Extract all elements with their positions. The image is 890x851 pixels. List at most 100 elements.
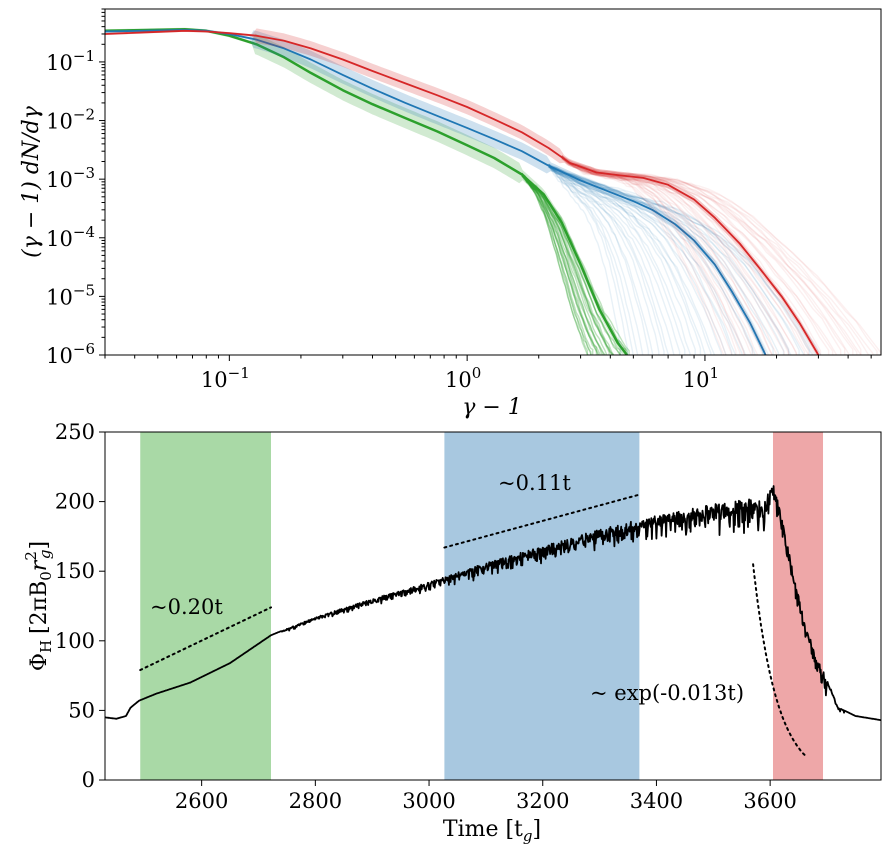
y-tick-label: 250 xyxy=(55,420,95,444)
flux-y-label-sup: 2 xyxy=(22,551,40,561)
flux-x-label-text: Time [t xyxy=(443,817,523,842)
series-3-mean-line xyxy=(105,29,820,355)
fit-label-red: ~ exp(-0.013t) xyxy=(590,681,744,705)
flux-x-label: Time [tg] xyxy=(443,817,541,845)
series-1-fan-2 xyxy=(521,175,589,355)
flux-plot-area xyxy=(105,432,881,780)
series-2-fan-9 xyxy=(548,165,665,355)
fit-line-red xyxy=(752,563,807,757)
spectrum-y-label-group: (γ − 1) dN/dγ xyxy=(19,105,44,258)
fit-label-green: ~0.20t xyxy=(150,595,223,619)
series-2-group xyxy=(105,28,822,355)
x-tick-label: 2800 xyxy=(289,789,342,813)
spectrum-y-label: (γ − 1) dN/dγ xyxy=(19,105,44,258)
series-1-fan-11 xyxy=(521,172,607,355)
y-tick-exponent: −2 xyxy=(73,106,95,124)
flux-y-label-close: ] xyxy=(27,541,52,550)
flux-axes-frame xyxy=(104,431,882,781)
series-2-fan-17 xyxy=(548,166,707,355)
series-3-fan-35 xyxy=(561,157,862,355)
series-2-fan-33 xyxy=(548,164,790,355)
series-3-fan-39 xyxy=(561,155,878,355)
x-tick-label: 3000 xyxy=(402,789,455,813)
series-1-fan-17 xyxy=(521,175,615,355)
series-2-fan-32 xyxy=(548,164,785,355)
series-3-fan-32 xyxy=(561,155,850,355)
y-tick-label: 100 xyxy=(55,629,95,653)
y-tick-base: 10 xyxy=(46,344,73,368)
series-1-fan-7 xyxy=(521,174,599,355)
series-1-fan-18 xyxy=(521,173,615,355)
series-3-fan-12 xyxy=(561,155,768,355)
x-tick-label: 101 xyxy=(683,364,719,392)
y-tick-label: 10−3 xyxy=(46,164,95,192)
x-tick-exponent: −1 xyxy=(228,364,250,382)
series-2-fan-15 xyxy=(548,163,696,355)
series-3-fan-6 xyxy=(561,156,745,355)
flux-y-label-sub2: 0 xyxy=(37,571,55,581)
series-3-fan-33 xyxy=(561,158,854,355)
flux-y-label-sub: H xyxy=(37,640,55,653)
series-1-fan-1 xyxy=(521,172,588,355)
series-2-fan-1 xyxy=(548,164,623,355)
flux-y-label-phi: Φ xyxy=(27,653,52,671)
series-3-fan-17 xyxy=(561,158,789,355)
series-3-fan-15 xyxy=(561,156,778,355)
y-tick-base: 10 xyxy=(46,51,73,75)
series-2-fan-12 xyxy=(548,164,681,355)
y-tick-base: 10 xyxy=(46,110,73,134)
x-tick-label: 100 xyxy=(445,364,481,392)
y-tick-base: 10 xyxy=(46,168,73,192)
series-2-fan-22 xyxy=(548,164,733,355)
flux-y-label-sub3: g xyxy=(36,550,54,560)
series-2-fan-10 xyxy=(548,164,670,355)
flux-ticks: 2600 2800 3000 3200 3400 3600 0 50 100 150 200 250 xyxy=(55,420,797,813)
fit-line-green xyxy=(139,606,273,672)
shaded-region-1 xyxy=(140,432,272,780)
series-2-fan-38 xyxy=(548,166,814,355)
series-3-fan-3 xyxy=(561,155,733,355)
y-tick-exponent: −4 xyxy=(73,223,95,241)
series-2-fan-7 xyxy=(548,166,654,355)
series-3-fan-27 xyxy=(561,155,830,355)
y-tick-exponent: −5 xyxy=(73,281,95,299)
series-2-fan-25 xyxy=(548,163,747,355)
series-3-fan-40 xyxy=(561,156,881,355)
x-tick-label: 10−1 xyxy=(201,364,250,392)
y-tick-exponent: −3 xyxy=(73,164,95,182)
series-3-fan-2 xyxy=(561,156,727,355)
y-tick-label: 150 xyxy=(55,559,95,583)
y-tick-label: 10−1 xyxy=(46,47,95,75)
series-1-fan-9 xyxy=(521,174,602,355)
series-1-fan-3 xyxy=(521,173,592,355)
x-tick-base: 10 xyxy=(445,368,472,392)
series-3-fan-8 xyxy=(561,155,753,355)
flux-y-label-r: r xyxy=(27,559,52,571)
flux-x-label-sub: g xyxy=(523,827,533,845)
flux-y-label: ΦH [2πB0r2g] xyxy=(22,541,55,671)
y-tick-label: 10−5 xyxy=(46,281,95,309)
x-tick-label: 3600 xyxy=(743,789,796,813)
series-2-fan-19 xyxy=(548,166,716,355)
series-3-fan-1 xyxy=(561,155,725,355)
shaded-region-2 xyxy=(444,432,640,780)
flux-x-label-close: ] xyxy=(533,817,542,842)
series-2-fan-6 xyxy=(548,165,650,355)
series-1-fan-6 xyxy=(521,174,598,355)
series-2-fan-14 xyxy=(548,163,691,355)
spectrum-x-label: γ − 1 xyxy=(462,395,522,420)
y-tick-label: 10−2 xyxy=(46,106,95,134)
flux-panel: 2600 2800 3000 3200 3400 3600050100150200250 … xyxy=(22,420,882,845)
series-3-fan-18 xyxy=(561,156,791,355)
flux-line xyxy=(105,485,881,721)
y-tick-label: 10−4 xyxy=(46,223,95,251)
series-3-fan-22 xyxy=(561,158,810,355)
series-2-fan-28 xyxy=(548,166,764,355)
y-tick-label: 50 xyxy=(68,698,95,722)
series-2-fan-35 xyxy=(548,166,800,355)
series-3-band xyxy=(105,28,819,355)
series-2-fan-8 xyxy=(548,164,660,355)
